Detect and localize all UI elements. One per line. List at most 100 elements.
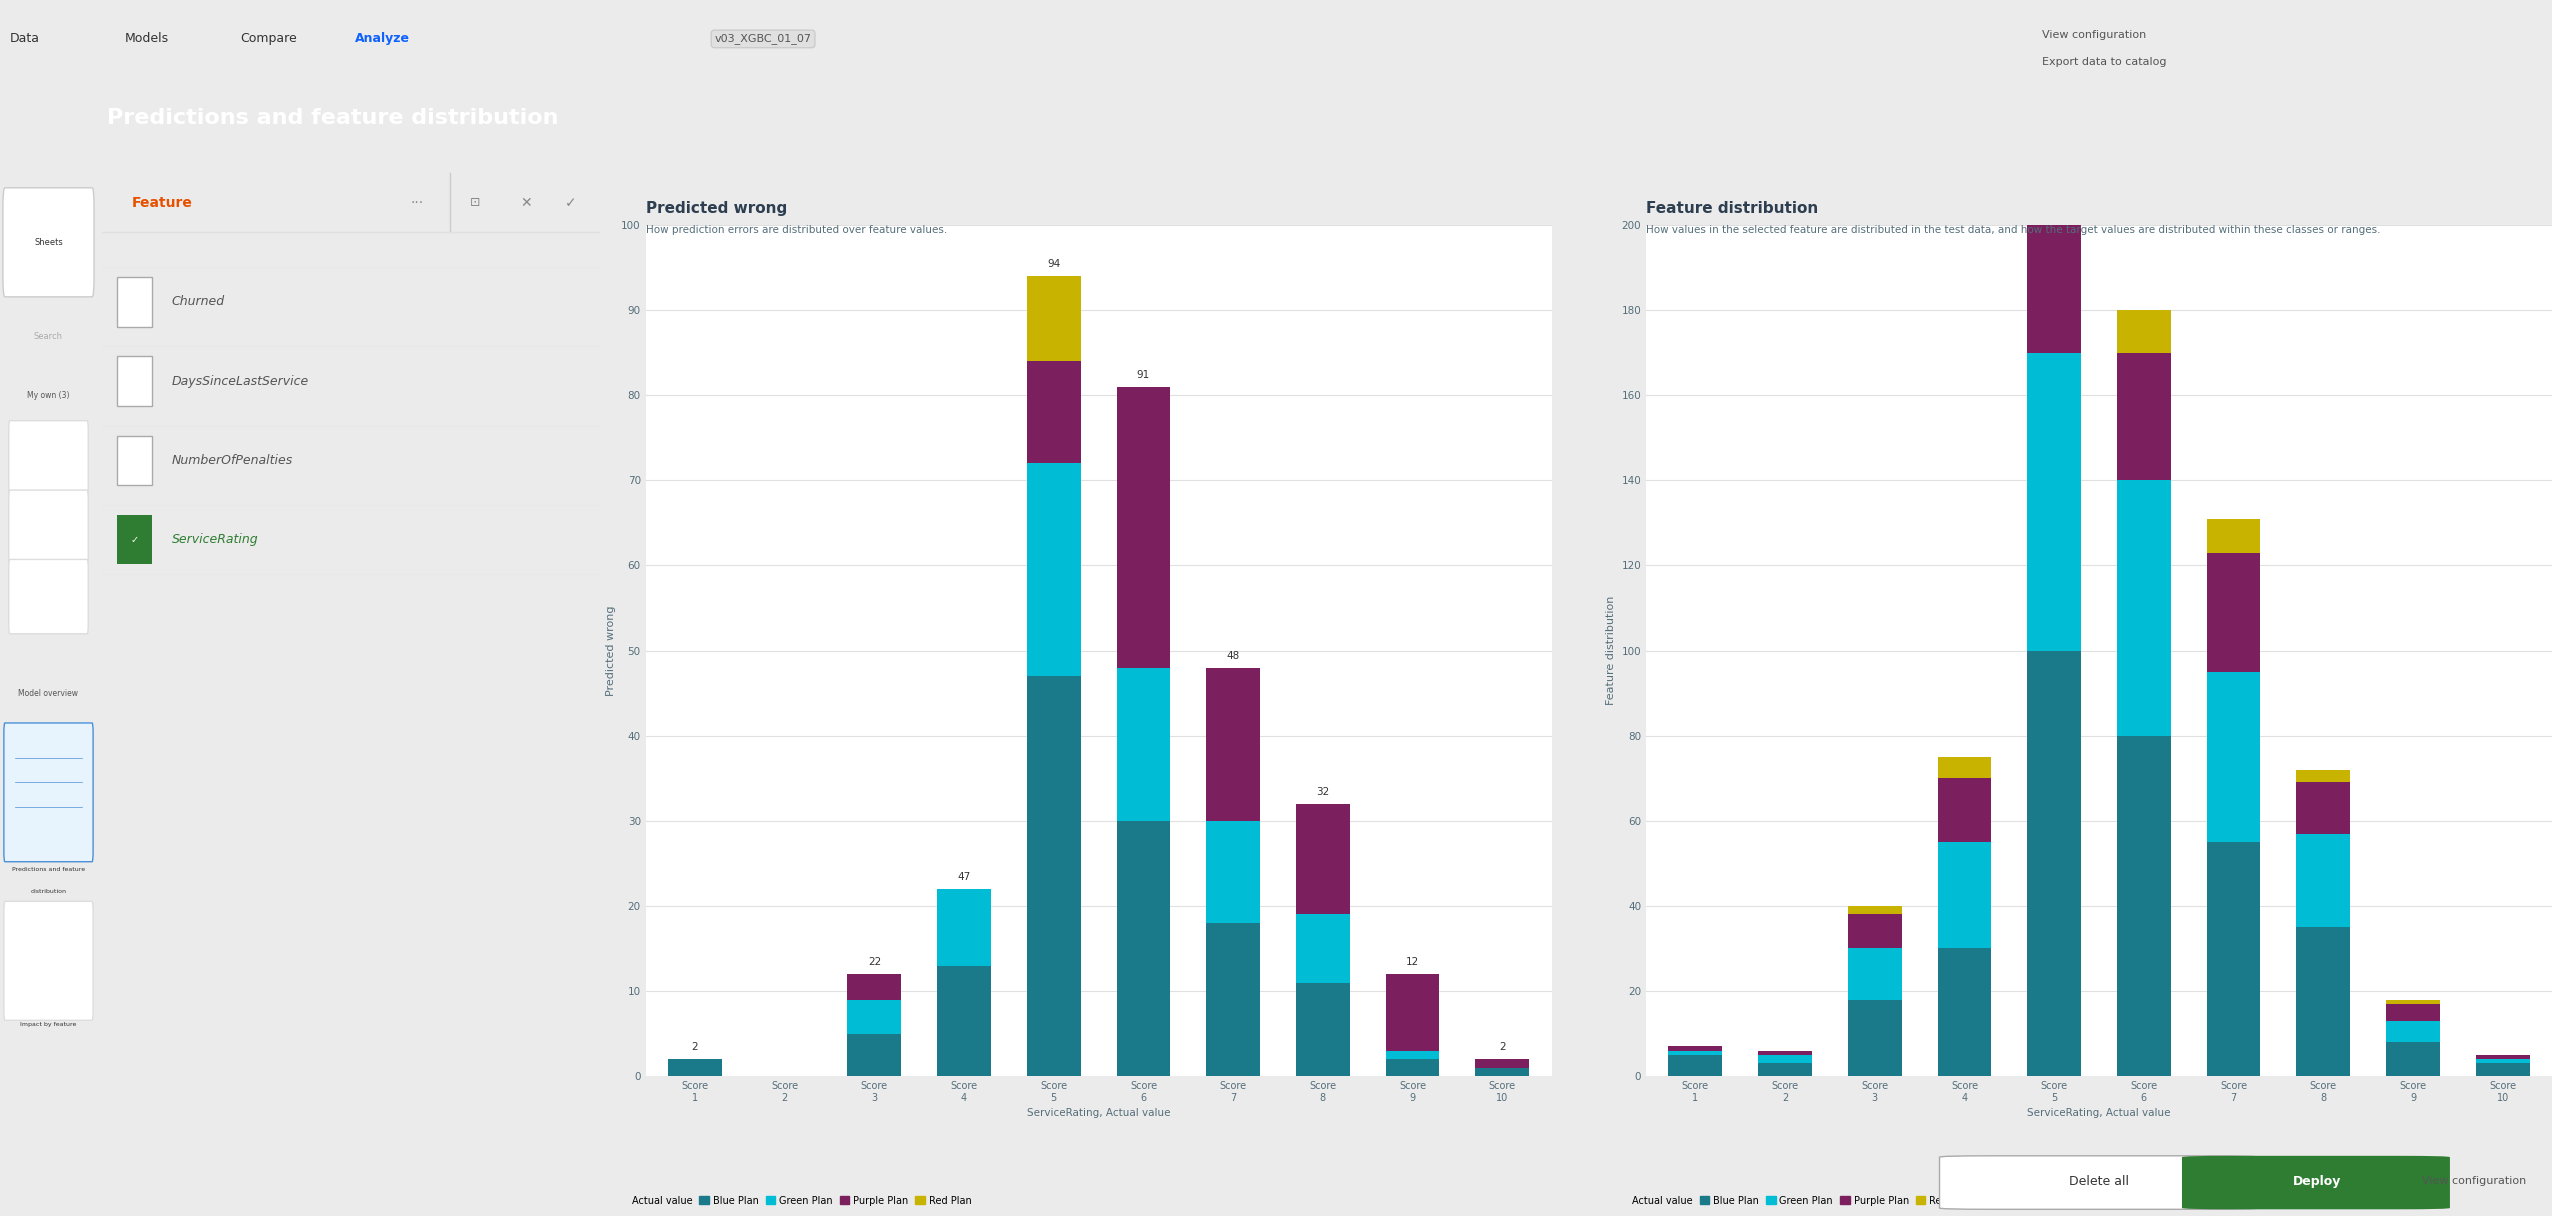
Text: NumberOfPenalties: NumberOfPenalties	[171, 454, 293, 467]
Bar	[847, 1000, 901, 1034]
Bar	[1118, 821, 1171, 1076]
Bar	[1207, 923, 1261, 1076]
Text: ···: ···	[411, 196, 424, 209]
Bar	[2475, 1063, 2529, 1076]
Text: 2: 2	[692, 1042, 699, 1052]
Bar	[1386, 974, 1439, 1051]
Bar	[1937, 843, 1991, 948]
Legend: Actual value, Blue Plan, Green Plan, Purple Plan, Red Plan: Actual value, Blue Plan, Green Plan, Pur…	[1615, 1192, 1975, 1210]
Bar	[2118, 736, 2172, 1076]
FancyBboxPatch shape	[5, 724, 92, 862]
Text: Feature: Feature	[133, 196, 194, 209]
FancyBboxPatch shape	[8, 559, 89, 634]
Bar	[2386, 1000, 2440, 1004]
Text: ⊡: ⊡	[470, 196, 480, 209]
Text: Impact by feature: Impact by feature	[20, 1023, 77, 1028]
Bar	[2386, 1004, 2440, 1021]
Text: Search: Search	[33, 332, 64, 340]
Bar	[2026, 225, 2080, 353]
Bar	[937, 966, 990, 1076]
Text: Export data to catalog: Export data to catalog	[2042, 57, 2167, 67]
Text: Delete all: Delete all	[2070, 1175, 2128, 1188]
Text: ✕: ✕	[521, 196, 531, 209]
Bar	[1296, 804, 1350, 914]
Bar	[1758, 1054, 1812, 1063]
Bar	[2386, 1042, 2440, 1076]
Bar	[2207, 552, 2261, 671]
Text: Predictions and feature distribution: Predictions and feature distribution	[107, 108, 559, 128]
Bar	[1296, 983, 1350, 1076]
Bar	[1937, 948, 1991, 1076]
Text: Data: Data	[10, 33, 41, 45]
Text: Predictions and feature: Predictions and feature	[13, 867, 84, 872]
Bar	[1386, 1059, 1439, 1076]
Text: 91: 91	[1136, 370, 1151, 379]
Bar	[1386, 1051, 1439, 1059]
Bar	[2026, 140, 2080, 225]
Text: 12: 12	[1406, 957, 1419, 967]
FancyBboxPatch shape	[8, 421, 89, 495]
Text: DaysSinceLastService: DaysSinceLastService	[171, 375, 309, 388]
Text: 2: 2	[1498, 1042, 1506, 1052]
FancyBboxPatch shape	[2182, 1155, 2450, 1209]
FancyBboxPatch shape	[8, 490, 89, 564]
Text: View configuration: View configuration	[2422, 1176, 2526, 1187]
Text: Predicted wrong: Predicted wrong	[646, 201, 786, 215]
Bar	[2118, 480, 2172, 736]
Bar	[1296, 914, 1350, 983]
Bar	[1207, 668, 1261, 821]
Text: Deploy: Deploy	[2294, 1175, 2340, 1188]
Text: 22: 22	[868, 957, 880, 967]
Bar	[1475, 1068, 1529, 1076]
Bar	[2297, 783, 2350, 834]
Bar	[2118, 353, 2172, 480]
Text: How prediction errors are distributed over feature values.: How prediction errors are distributed ov…	[646, 225, 947, 236]
Y-axis label: Feature distribution: Feature distribution	[1605, 596, 1615, 705]
Bar	[1475, 1059, 1529, 1068]
Bar	[1758, 1051, 1812, 1054]
FancyBboxPatch shape	[117, 356, 153, 406]
Bar	[2475, 1054, 2529, 1059]
Bar	[1026, 463, 1079, 676]
Bar	[2207, 671, 2261, 843]
Text: Feature distribution: Feature distribution	[1646, 201, 1817, 215]
Bar	[1848, 914, 1901, 948]
Bar	[1026, 676, 1079, 1076]
Bar	[2297, 834, 2350, 928]
Legend: Actual value, Blue Plan, Green Plan, Purple Plan, Red Plan: Actual value, Blue Plan, Green Plan, Pur…	[615, 1192, 975, 1210]
Bar	[937, 889, 990, 966]
FancyBboxPatch shape	[117, 435, 153, 485]
Bar	[2297, 770, 2350, 783]
Text: 48: 48	[1228, 651, 1240, 660]
Text: Sheets: Sheets	[33, 238, 64, 247]
FancyBboxPatch shape	[1940, 1155, 2259, 1209]
Bar	[1848, 906, 1901, 914]
Bar	[1758, 1063, 1812, 1076]
Bar	[1848, 1000, 1901, 1076]
FancyBboxPatch shape	[117, 514, 153, 564]
Y-axis label: Predicted wrong: Predicted wrong	[605, 606, 615, 696]
Bar	[2118, 310, 2172, 353]
Text: Model overview: Model overview	[18, 688, 79, 698]
Bar	[1937, 756, 1991, 778]
Bar	[1669, 1046, 1723, 1051]
Bar	[1848, 948, 1901, 1000]
Text: ✓: ✓	[564, 196, 577, 209]
Bar	[1118, 387, 1171, 668]
Bar	[1207, 821, 1261, 923]
Text: 32: 32	[1317, 787, 1330, 796]
Bar	[2386, 1021, 2440, 1042]
X-axis label: ServiceRating, Actual value: ServiceRating, Actual value	[1026, 1108, 1171, 1119]
Text: Compare: Compare	[240, 33, 296, 45]
Text: 47: 47	[957, 872, 970, 882]
FancyBboxPatch shape	[117, 277, 153, 327]
Bar	[2026, 651, 2080, 1076]
Bar	[1937, 778, 1991, 843]
Bar	[2297, 928, 2350, 1076]
Text: How values in the selected feature are distributed in the test data, and how the: How values in the selected feature are d…	[1646, 225, 2381, 236]
Text: v03_XGBC_01_07: v03_XGBC_01_07	[715, 34, 812, 44]
Bar	[2026, 353, 2080, 651]
FancyBboxPatch shape	[3, 187, 94, 297]
Bar	[847, 974, 901, 1000]
X-axis label: ServiceRating, Actual value: ServiceRating, Actual value	[2026, 1108, 2172, 1119]
